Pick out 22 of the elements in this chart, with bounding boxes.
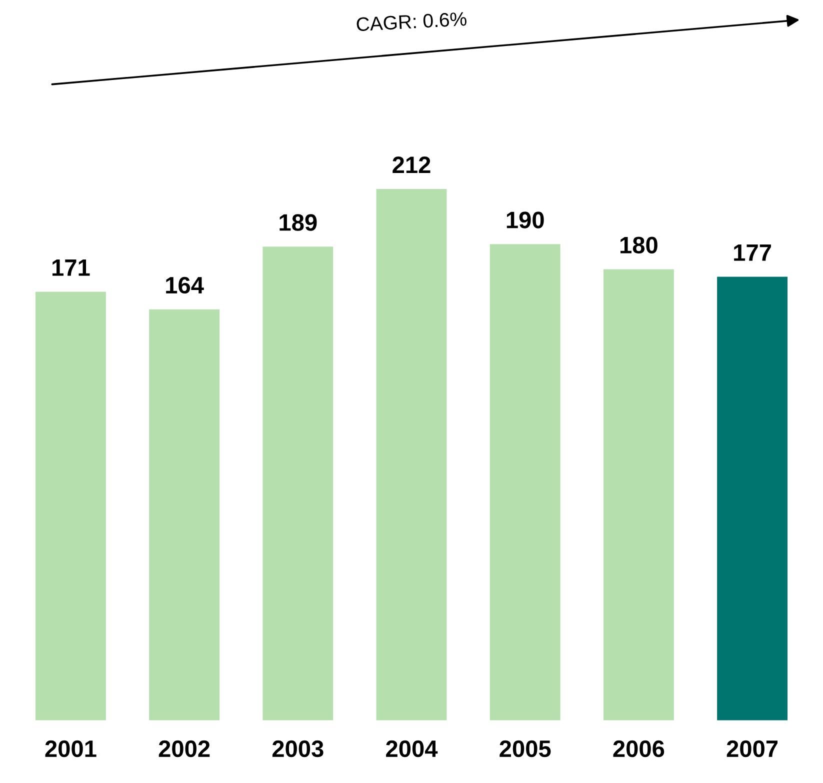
x-tick-label: 2002 bbox=[158, 740, 210, 758]
data-label: 189 bbox=[280, 214, 317, 231]
x-tick-label: 2006 bbox=[613, 740, 664, 758]
data-label: 177 bbox=[734, 244, 771, 261]
bar bbox=[262, 246, 334, 720]
x-tick-label: 2005 bbox=[500, 740, 551, 758]
x-tick-label: 2001 bbox=[45, 740, 96, 758]
x-tick-label: 2004 bbox=[386, 740, 438, 758]
data-label: 171 bbox=[52, 260, 90, 276]
bar bbox=[490, 244, 560, 720]
x-tick-label: 2007 bbox=[726, 740, 778, 758]
text: CAGR: 0.6% bbox=[356, 12, 467, 32]
data-label: 164 bbox=[166, 276, 204, 294]
bar bbox=[603, 269, 674, 720]
data-label: 212 bbox=[392, 156, 430, 174]
data-label: 180 bbox=[620, 236, 658, 254]
data-label: 190 bbox=[506, 212, 544, 228]
bar bbox=[376, 189, 447, 720]
bar bbox=[35, 292, 106, 720]
x-tick-label: 2003 bbox=[272, 740, 324, 758]
bar bbox=[149, 309, 220, 720]
bar bbox=[717, 276, 788, 720]
